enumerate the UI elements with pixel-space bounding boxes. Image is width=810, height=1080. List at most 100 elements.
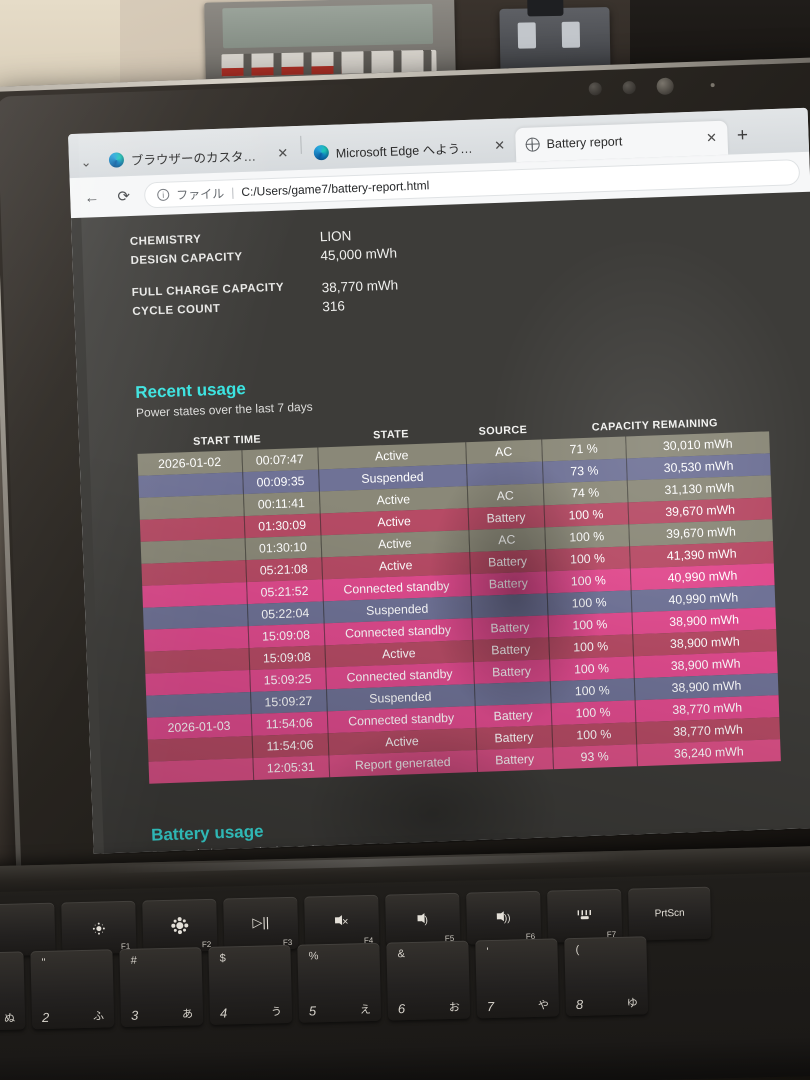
cell-time: 05:21:08 [245, 557, 323, 583]
key-2[interactable]: " 2 ふ [30, 949, 115, 1030]
keyboard-number-row: !1ぬ"2ふ#3あ$4う%5え&6お'7や(8ゆ [0, 936, 649, 1032]
key-prtscn[interactable]: PrtScn [628, 886, 712, 941]
cell-percent: 100 % [551, 722, 637, 748]
tab-list-chevron-icon[interactable]: ⌄ [80, 154, 92, 170]
recent-usage-rows: 2026-01-02 00:07:47 Active AC 71 % 30,010 mWh… [137, 431, 781, 784]
cell-percent: 100 % [549, 678, 635, 704]
tab-label: Battery report [546, 134, 623, 152]
cell-source: AC [466, 483, 544, 509]
cell-time: 15:09:08 [247, 623, 325, 649]
cell-state: Report generated [328, 749, 478, 778]
battery-report-page: CHEMISTRY LION DESIGN CAPACITY 45,000 mW… [71, 191, 810, 854]
cell-time: 15:09:08 [248, 645, 326, 671]
cell-percent: 93 % [552, 744, 637, 770]
adapter-prong-left [517, 22, 537, 49]
laptop-lid: ⌄ ブラウザーのカスタマイズ ✕ Microsoft Edge へようこそ ✕ … [0, 56, 810, 877]
cell-time: 11:54:06 [250, 711, 328, 737]
cell-time: 00:07:47 [241, 447, 319, 473]
cell-source: Battery [473, 659, 550, 685]
tab-close-icon[interactable]: ✕ [277, 145, 289, 161]
key-f2-brightness-up-icon[interactable]: F2 [142, 898, 218, 953]
key-f3-play-pause-icon[interactable]: ▷|| F3 [223, 896, 299, 951]
spec-label-chemistry: CHEMISTRY [129, 233, 202, 249]
spec-label-design-capacity: DESIGN CAPACITY [130, 251, 243, 268]
cell-time: 01:30:10 [244, 535, 322, 561]
cell-source: Battery [474, 703, 552, 729]
cell-source: AC [468, 527, 546, 553]
edge-browser-window: ⌄ ブラウザーのカスタマイズ ✕ Microsoft Edge へようこそ ✕ … [68, 107, 810, 854]
adapter-prong-right [561, 21, 581, 48]
calculator-display [222, 3, 434, 49]
tab-close-icon[interactable]: ✕ [493, 137, 506, 153]
cell-percent: 71 % [541, 436, 626, 462]
spec-label-full-charge-capacity: FULL CHARGE CAPACITY [131, 281, 285, 300]
key-f4-mute-icon[interactable]: × F4 [304, 894, 380, 949]
desk-calculator [204, 0, 456, 83]
cell-source [470, 593, 548, 619]
cell-percent: 100 % [549, 656, 634, 682]
cell-capacity: 36,240 mWh [636, 739, 781, 767]
key-esc[interactable]: Esc [0, 902, 56, 957]
cell-time: 15:09:25 [249, 667, 327, 693]
key-7[interactable]: ' 7 や [475, 938, 560, 1019]
battery-spec-list: CHEMISTRY LION DESIGN CAPACITY 45,000 mW… [130, 213, 785, 321]
key-f7-keyboard-backlight-icon[interactable]: F7 [547, 888, 623, 943]
cell-source: Battery [471, 615, 549, 641]
cell-time: 05:22:04 [246, 601, 324, 627]
key-f1-brightness-down-icon[interactable]: F1 [61, 900, 137, 955]
cell-source: Battery [475, 725, 553, 750]
cell-source: Battery [472, 637, 550, 663]
reload-icon[interactable]: ⟳ [117, 188, 131, 206]
site-info-icon[interactable]: i [157, 188, 170, 202]
back-icon[interactable]: ← [83, 188, 100, 207]
key-8[interactable]: (8 ゆ [564, 936, 649, 1017]
cell-percent: 100 % [550, 700, 636, 726]
cell-date [148, 758, 254, 784]
cell-percent: 73 % [542, 458, 627, 484]
cell-percent: 100 % [548, 634, 634, 660]
cell-time: 00:11:41 [242, 491, 320, 517]
url-scheme-label: ファイル [175, 186, 225, 202]
tab-browser-customize[interactable]: ブラウザーのカスタマイズ ✕ [98, 136, 299, 177]
cell-percent: 74 % [542, 480, 628, 506]
cell-source: Battery [469, 549, 546, 575]
cell-time: 11:54:06 [251, 733, 329, 759]
cell-percent: 100 % [543, 502, 629, 528]
cell-percent: 100 % [544, 524, 630, 550]
cell-source: Battery [470, 571, 547, 597]
tab-divider [300, 135, 302, 154]
cell-time: 05:21:52 [246, 579, 323, 605]
key-f5-volume-down-icon[interactable]: ) F5 [385, 892, 461, 947]
base-shadow [0, 1034, 810, 1080]
cell-source: Battery [467, 505, 545, 531]
webcam-lens-icon [656, 77, 674, 96]
cell-time: 12:05:31 [252, 755, 330, 780]
cell-percent: 100 % [545, 546, 630, 572]
key-f6-volume-up-icon[interactable]: )) F6 [466, 890, 542, 945]
key-4[interactable]: $4 う [208, 944, 293, 1025]
cell-time: 00:09:35 [242, 469, 319, 495]
edge-icon [108, 151, 125, 168]
new-tab-button[interactable]: + [736, 124, 749, 147]
ir-sensor-icon [588, 82, 602, 96]
cell-percent: 100 % [547, 612, 633, 638]
key-1[interactable]: !1ぬ [0, 951, 26, 1032]
cell-time: 01:30:09 [243, 513, 321, 539]
key-3[interactable]: #3 あ [119, 947, 204, 1028]
tab-label: Microsoft Edge へようこそ [335, 140, 486, 161]
key-6[interactable]: & 6 お [386, 940, 471, 1021]
recent-usage-table: START TIME STATE SOURCE CAPACITY REMAINI… [137, 413, 781, 784]
key-5[interactable]: % 5 え [297, 942, 382, 1023]
tab-close-icon[interactable]: ✕ [705, 129, 718, 146]
cell-percent: 100 % [546, 590, 632, 616]
globe-icon [525, 137, 540, 152]
cell-source: AC [465, 439, 543, 465]
url-path: C:/Users/game7/battery-report.html [241, 178, 430, 200]
url-separator: | [230, 185, 235, 200]
ir-emitter-icon [622, 80, 636, 95]
tab-label: ブラウザーのカスタマイズ [130, 148, 269, 168]
mic-hole-icon [710, 83, 715, 88]
cell-time: 15:09:27 [250, 689, 327, 715]
